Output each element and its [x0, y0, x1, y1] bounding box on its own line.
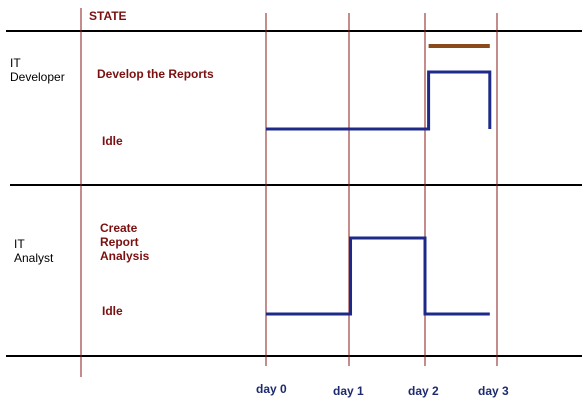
- lane-label-analyst: IT Analyst: [14, 237, 53, 265]
- state-label-line: Develop the Reports: [97, 67, 214, 81]
- developer-signal-trace: [266, 70, 492, 131]
- day-label-0: day 0: [256, 382, 287, 396]
- state-label-line: Idle: [102, 304, 123, 318]
- state-header: STATE: [89, 9, 127, 23]
- analyst-signal-trace: [266, 236, 490, 316]
- state-label-line: Analysis: [100, 249, 150, 263]
- analyst-idle-state-label: Idle: [102, 304, 123, 318]
- developer-active-state-label: Develop the Reports: [97, 67, 214, 81]
- day-label-2: day 2: [408, 384, 439, 398]
- analyst-active-state-label: Create Report Analysis: [100, 221, 149, 263]
- state-label-line: Idle: [102, 134, 123, 148]
- lane-label-line: IT: [10, 56, 21, 70]
- lane-label-line: Analyst: [14, 251, 54, 265]
- day-label-3: day 3: [478, 384, 509, 398]
- state-label-line: Report: [100, 235, 139, 249]
- lane-label-line: Developer: [10, 70, 65, 84]
- day-grid-lines: [265, 13, 498, 366]
- day-label-1: day 1: [333, 384, 364, 398]
- lane-label-line: IT: [14, 237, 25, 251]
- lane-label-developer: IT Developer: [10, 56, 65, 84]
- developer-idle-state-label: Idle: [102, 134, 123, 148]
- state-label-line: Create: [100, 221, 138, 235]
